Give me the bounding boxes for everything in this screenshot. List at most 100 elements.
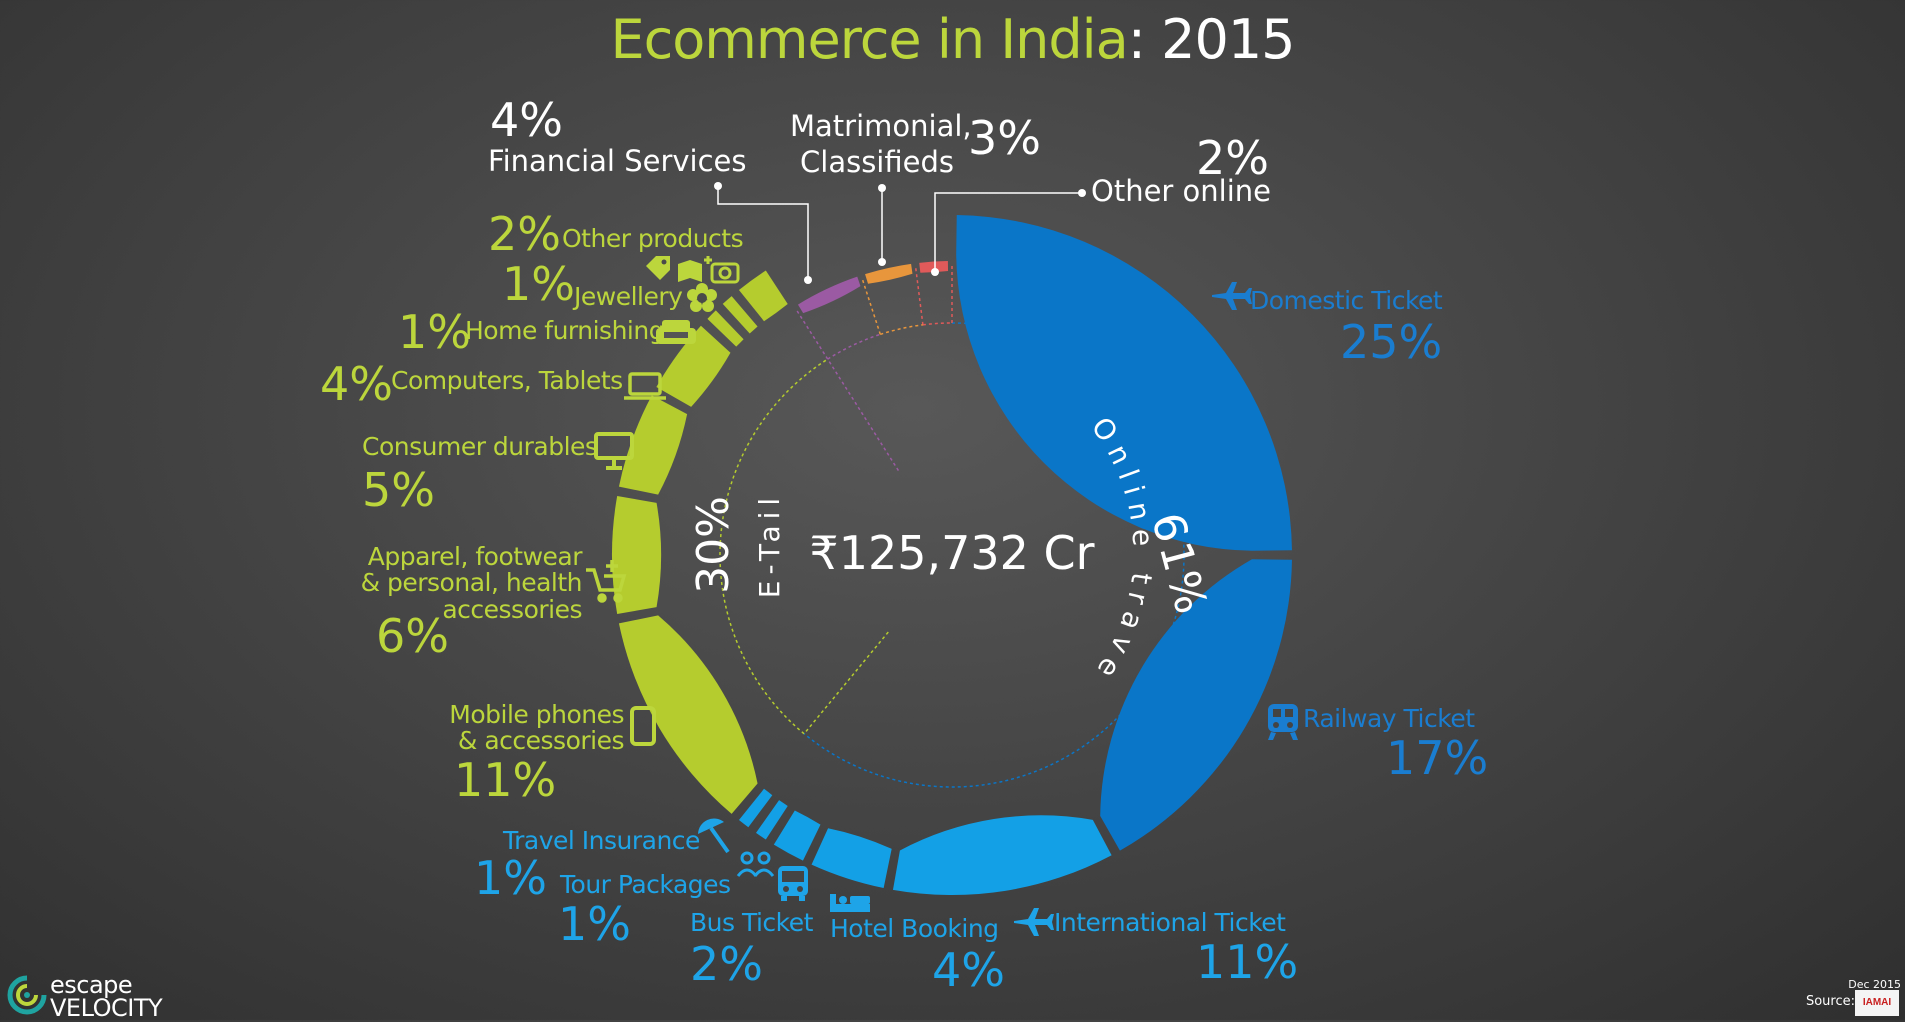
slice-other-online — [919, 261, 949, 273]
people-icon — [736, 851, 775, 877]
label-hotel-pct: 4% — [932, 943, 1005, 997]
label-mobile-name: Mobile phones & accessories — [440, 700, 625, 756]
label-apparel-line2: & personal, health — [360, 568, 583, 598]
label-jewellery-pct: 1% — [502, 257, 575, 311]
label-railway-name: Railway Ticket — [1303, 704, 1475, 733]
label-international-pct: 11% — [1196, 935, 1299, 989]
label-hotel-name: Hotel Booking — [830, 914, 999, 943]
guide-divider-travel-etail — [803, 631, 889, 735]
label-matrimonial-pct: 3% — [968, 111, 1041, 165]
label-matrimonial-line1: Matrimonial, — [790, 109, 972, 143]
laptop-icon — [624, 372, 666, 400]
leader-other-online-dot — [931, 268, 939, 276]
label-mobile-line2: & accessories — [457, 726, 625, 756]
donut-ring — [612, 215, 1292, 895]
label-railway-pct: 17% — [1386, 731, 1489, 785]
tag-icon — [646, 256, 670, 280]
mobile-icon — [630, 706, 656, 746]
label-tour-pct: 1% — [558, 897, 631, 951]
leader-financial-dot — [804, 276, 812, 284]
title-part1: Ecommerce in India — [610, 8, 1128, 71]
label-domestic-name: Domestic Ticket — [1250, 286, 1443, 315]
escape-velocity-logo-icon — [7, 975, 47, 1015]
bed-icon — [830, 894, 870, 912]
label-bus-pct: 2% — [690, 937, 763, 991]
slice-financial-services — [797, 276, 861, 314]
slice-bus-ticket — [773, 810, 821, 861]
cart-icon — [586, 560, 627, 603]
logo-line1: escape — [50, 971, 133, 999]
title-part2: 2015 — [1144, 8, 1295, 71]
slice-travel-insurance — [738, 788, 773, 828]
slice-domestic-ticket — [956, 215, 1292, 551]
book-icon — [678, 260, 702, 282]
slice-railway-ticket — [1100, 559, 1292, 851]
monitor-icon — [594, 432, 634, 470]
label-jewellery-name: Jewellery — [574, 282, 683, 311]
group-name-etail: E-Tail — [753, 492, 786, 598]
chart-title: Ecommerce in India: 2015 — [0, 8, 1905, 71]
label-apparel-name: Apparel, footwear & personal, health acc… — [360, 542, 583, 624]
slice-jewellery — [722, 296, 758, 334]
label-apparel-line1: Apparel, footwear — [367, 542, 583, 571]
label-durables-name: Consumer durables — [362, 432, 598, 461]
flower-icon — [687, 283, 717, 312]
label-mobile-line1: Mobile phones — [449, 700, 624, 729]
guide-divider-financial — [794, 308, 829, 360]
guide-divider-other — [914, 265, 924, 325]
label-matrimonial-name: Matrimonial, Classifieds — [790, 108, 972, 181]
slice-consumer-durables — [618, 395, 688, 495]
leader-lines — [714, 182, 1086, 284]
label-apparel-pct: 6% — [376, 609, 449, 663]
slice-matrimonial-classifieds — [865, 263, 913, 284]
label-other-online-pct: 2% — [1196, 131, 1269, 185]
slice-home-furnishing — [707, 310, 744, 347]
label-durables-pct: 5% — [362, 463, 435, 517]
leader-matrimonial-dot — [878, 184, 886, 192]
label-other-products-pct: 2% — [488, 207, 561, 261]
label-computers-name: Computers, Tablets — [391, 366, 623, 395]
escape-velocity-logo: escape VELOCITY — [50, 971, 163, 1022]
label-computers-pct: 4% — [320, 357, 393, 411]
guide-matrimonial — [880, 324, 924, 336]
group-pct-etail: 30% — [688, 496, 739, 594]
label-apparel-line3: accessories — [442, 594, 582, 624]
label-financial-name: Financial Services — [488, 144, 747, 178]
logo-line2: VELOCITY — [50, 993, 163, 1022]
leader-other-online — [934, 192, 1082, 272]
plane-icon — [1212, 282, 1252, 310]
label-other-products-name: Other products — [562, 224, 744, 253]
guide-divider-etail-financial — [827, 358, 900, 471]
sofa-icon — [656, 320, 696, 344]
group-name-etail-wrap: E-Tail — [753, 492, 786, 598]
plane-icon — [1014, 908, 1054, 936]
guide-etail — [719, 358, 829, 735]
label-home-pct: 1% — [398, 305, 471, 359]
label-mobile-pct: 11% — [454, 753, 557, 807]
group-label-etail: 30% — [688, 496, 739, 594]
label-home-name: Home furnishing — [465, 316, 665, 345]
label-matrimonial-line2: Classifieds — [800, 145, 954, 180]
slice-tour-packages — [756, 800, 788, 840]
label-other-online-name: Other online — [1091, 174, 1272, 208]
title-sep: : — [1127, 8, 1146, 71]
guide-other-online — [922, 322, 953, 326]
slice-hotel-booking — [811, 828, 892, 889]
bus-icon — [778, 866, 808, 901]
slice-international-ticket — [892, 815, 1112, 895]
label-domestic-pct: 25% — [1340, 315, 1443, 369]
guide-divider-matrimonial — [861, 277, 882, 335]
slice-other-products — [738, 270, 788, 322]
slice-apparel-footwear-personal-health-accessories — [612, 495, 662, 615]
camera-icon — [704, 256, 740, 284]
guide-financial — [827, 333, 881, 360]
label-insurance-name: Travel Insurance — [503, 826, 700, 855]
label-financial-pct: 4% — [490, 93, 563, 147]
label-insurance-pct: 1% — [474, 851, 547, 905]
umbrella-icon — [698, 818, 730, 854]
leader-financial — [717, 186, 809, 280]
iamai-logo-text: IAMAI — [1862, 997, 1892, 1008]
slice-computers-tablets — [656, 325, 731, 407]
